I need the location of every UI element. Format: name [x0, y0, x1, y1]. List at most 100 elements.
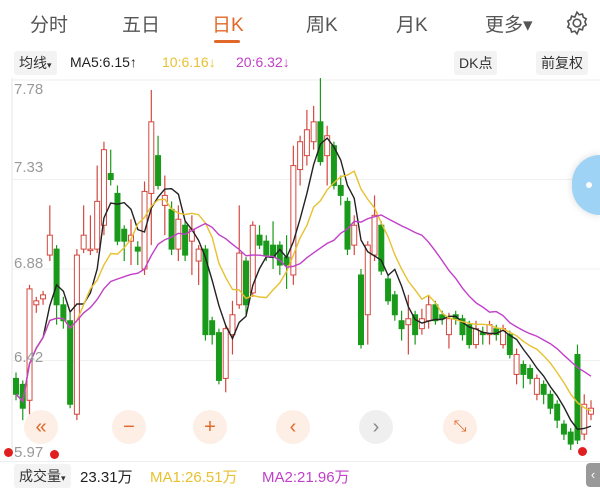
caret-down-icon: ▾: [61, 473, 66, 483]
active-tab-indicator: [214, 40, 240, 43]
candle-down: [398, 320, 405, 330]
zoom-in-icon[interactable]: +: [193, 410, 227, 444]
volume-bar: 成交量▾ 23.31万 MA1:26.51万 MA2:21.96万: [0, 461, 600, 488]
candle-down: [209, 320, 216, 336]
candle-down: [67, 320, 74, 405]
candle-down: [385, 278, 392, 302]
adjust-button[interactable]: 前复权: [536, 51, 588, 75]
candle-down: [412, 314, 419, 336]
candle-down: [121, 228, 128, 242]
candle-down: [540, 383, 547, 395]
candle-down: [554, 403, 561, 421]
candle-up: [87, 248, 94, 252]
y-tick-label: 7.33: [14, 159, 44, 176]
ma10-value: 10:6.16↓: [162, 54, 216, 70]
caret-down-icon: ▾: [47, 60, 52, 70]
candle-up: [364, 244, 371, 316]
tab-more[interactable]: 更多▾: [485, 15, 533, 36]
ma5-line: [15, 137, 592, 431]
candlestick-chart[interactable]: [0, 78, 600, 460]
candle-up: [148, 121, 155, 194]
double-chevron-left-icon[interactable]: «: [24, 410, 58, 444]
gear-icon[interactable]: [564, 10, 590, 36]
candle-down: [134, 246, 141, 252]
candle-down: [560, 423, 567, 435]
marker-dot: [578, 447, 587, 456]
candle-up: [236, 252, 243, 306]
volume-selector[interactable]: 成交量▾: [14, 464, 71, 488]
candle-down: [276, 244, 283, 266]
volume-ma2: MA2:21.96万: [262, 469, 350, 486]
candle-down: [378, 224, 385, 272]
candle-up: [73, 254, 80, 415]
candle-down: [358, 274, 364, 346]
candle-down: [53, 248, 60, 306]
y-tick-label: 5.97: [14, 444, 44, 461]
ma-selector[interactable]: 均线▾: [14, 51, 57, 75]
candle-up: [425, 304, 432, 322]
candle-down: [567, 431, 574, 445]
tab-intraday[interactable]: 分时: [30, 15, 69, 36]
volume-selector-label: 成交量: [19, 468, 61, 484]
candle-up: [222, 328, 229, 379]
candle-down: [439, 314, 446, 320]
candle-down: [547, 393, 554, 409]
candle-down: [13, 377, 19, 395]
candle-down: [432, 304, 439, 322]
candle-up: [581, 403, 588, 435]
candle-down: [459, 318, 466, 336]
tab-weekly-k[interactable]: 周K: [306, 15, 338, 36]
candle-up: [40, 294, 47, 300]
tab-daily-k[interactable]: 日K: [212, 15, 244, 36]
candle-up: [94, 200, 101, 250]
volume-ma1: MA1:26.51万: [150, 469, 238, 486]
candle-up: [33, 300, 40, 306]
candle-up: [371, 214, 378, 256]
candle-down: [527, 367, 534, 379]
candle-down: [263, 240, 270, 256]
candle-down: [344, 200, 351, 250]
candle-down: [574, 354, 581, 441]
candle-up: [513, 354, 520, 375]
candle-down: [168, 208, 175, 250]
y-tick-label: 6.88: [14, 255, 44, 272]
side-panel-toggle[interactable]: ‹: [586, 463, 600, 487]
period-tabs: 分时 五日 日K 周K 月K 更多▾: [0, 0, 600, 46]
ma20-line: [15, 214, 592, 403]
volume-value: 23.31万: [80, 469, 133, 486]
marker-dot: [4, 448, 13, 457]
dk-point-button[interactable]: DK点: [454, 51, 498, 75]
tab-monthly-k[interactable]: 月K: [396, 15, 428, 36]
candle-up: [351, 224, 358, 246]
candle-down: [114, 192, 121, 242]
candle-down: [182, 224, 189, 256]
chevron-right-icon[interactable]: ›: [359, 410, 393, 444]
zoom-out-icon[interactable]: −: [112, 410, 146, 444]
candle-up: [310, 121, 317, 143]
candle-up: [588, 407, 594, 415]
ma20-value: 20:6.32↓: [236, 54, 290, 70]
candle-up: [80, 234, 87, 250]
candle-up: [249, 224, 256, 294]
chevron-left-icon[interactable]: ‹: [276, 410, 310, 444]
tab-five-day[interactable]: 五日: [122, 15, 161, 36]
candle-up: [26, 288, 33, 401]
candle-down: [520, 363, 527, 375]
ma5-value: MA5:6.15↑: [70, 54, 137, 70]
candle-up: [324, 135, 331, 157]
ma-indicator-bar: 均线▾ MA5:6.15↑ 10:6.16↓ 20:6.32↓ DK点 前复权: [0, 50, 600, 76]
y-tick-label: 7.78: [14, 81, 44, 98]
candle-down: [330, 145, 337, 186]
ma10-line: [15, 170, 592, 412]
candle-down: [243, 260, 249, 306]
candle-down: [107, 173, 114, 181]
candle-up: [405, 318, 412, 326]
candle-up: [46, 234, 53, 256]
candle-up: [297, 141, 304, 171]
candle-down: [155, 155, 162, 186]
y-tick-label: 6.42: [14, 349, 44, 366]
candle-up: [473, 328, 479, 346]
candle-up: [533, 377, 540, 395]
candle-down: [466, 324, 473, 346]
fullscreen-icon[interactable]: ⤡: [443, 410, 477, 444]
